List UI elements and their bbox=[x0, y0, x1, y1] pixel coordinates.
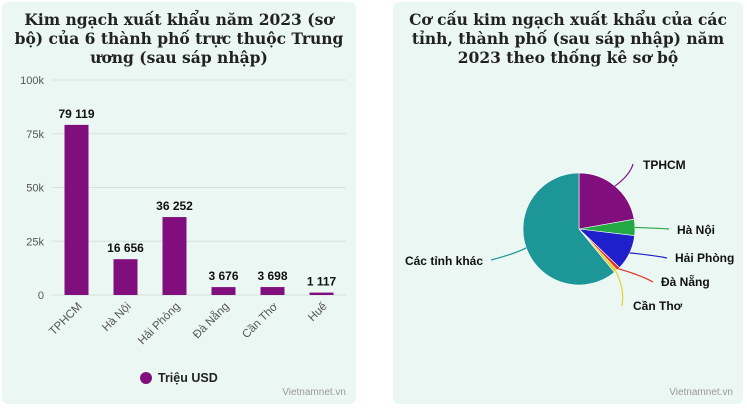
slice-label: TPHCM bbox=[643, 158, 686, 172]
bar-legend[interactable]: Triệu USD bbox=[140, 371, 218, 385]
connector-line bbox=[629, 252, 668, 259]
x-tick-label: Hà Nội bbox=[100, 301, 133, 334]
y-tick-label: 25k bbox=[26, 236, 44, 248]
bar-credit: Vietnamnet.vn bbox=[282, 387, 346, 398]
bar bbox=[211, 287, 236, 295]
pie-slice bbox=[578, 172, 635, 230]
y-tick-label: 100k bbox=[20, 75, 44, 87]
data-label: 79 119 bbox=[58, 107, 94, 121]
slice-label: Hải Phòng bbox=[675, 251, 734, 265]
slice-label: Các tỉnh khác bbox=[405, 254, 483, 268]
bar bbox=[162, 217, 187, 295]
pie-chart-panel: Cơ cấu kim ngạch xuất khẩu của các tỉnh,… bbox=[393, 2, 743, 404]
connector-line bbox=[614, 163, 634, 187]
x-tick-label: Hải Phòng bbox=[136, 301, 182, 347]
bar bbox=[309, 292, 334, 295]
data-label: 3 676 bbox=[208, 269, 238, 283]
pie-slice bbox=[522, 172, 615, 286]
x-tick-label: Huế bbox=[306, 300, 330, 324]
x-tick-label: TPHCM bbox=[47, 301, 84, 338]
bar bbox=[113, 259, 138, 295]
slice-label: Cần Thơ bbox=[633, 299, 683, 313]
connector-line bbox=[634, 226, 670, 230]
x-tick-label: Cần Thơ bbox=[240, 300, 281, 341]
y-tick-label: 0 bbox=[38, 290, 44, 302]
bar-chart-title: Kim ngạch xuất khẩu năm 2023 (sơ bộ) của… bbox=[14, 10, 344, 67]
slice-label: Hà Nội bbox=[677, 223, 715, 237]
data-label: 36 252 bbox=[156, 199, 193, 213]
bar bbox=[260, 287, 285, 295]
connector-line bbox=[618, 268, 654, 283]
data-label: 1 117 bbox=[307, 275, 337, 289]
bar-chart-panel: Kim ngạch xuất khẩu năm 2023 (sơ bộ) của… bbox=[2, 2, 356, 404]
y-tick-label: 75k bbox=[26, 129, 44, 141]
legend-label: Triệu USD bbox=[158, 371, 218, 385]
slice-label: Đà Nẵng bbox=[661, 274, 710, 289]
connector-line bbox=[615, 270, 624, 307]
pie-chart-title: Cơ cấu kim ngạch xuất khẩu của các tỉnh,… bbox=[409, 10, 727, 67]
y-tick-label: 50k bbox=[26, 183, 44, 195]
pie-chart: TPHCM Hà Nội Hải Phòng Đà Nẵng Cần Thơ Các tỉ… bbox=[405, 158, 734, 313]
data-label: 16 656 bbox=[107, 241, 144, 255]
bar bbox=[64, 124, 89, 295]
x-tick-label: Đà Nẵng bbox=[190, 300, 231, 341]
bar-chart: 0 25k 50k 75k 100k 79 119 TPHCM 16 656 Hà Nội 36 … bbox=[20, 75, 346, 347]
data-label: 3 698 bbox=[257, 269, 287, 283]
pie-credit: Vietnamnet.vn bbox=[669, 387, 733, 398]
connector-line bbox=[490, 247, 527, 261]
legend-dot-icon bbox=[140, 372, 152, 384]
